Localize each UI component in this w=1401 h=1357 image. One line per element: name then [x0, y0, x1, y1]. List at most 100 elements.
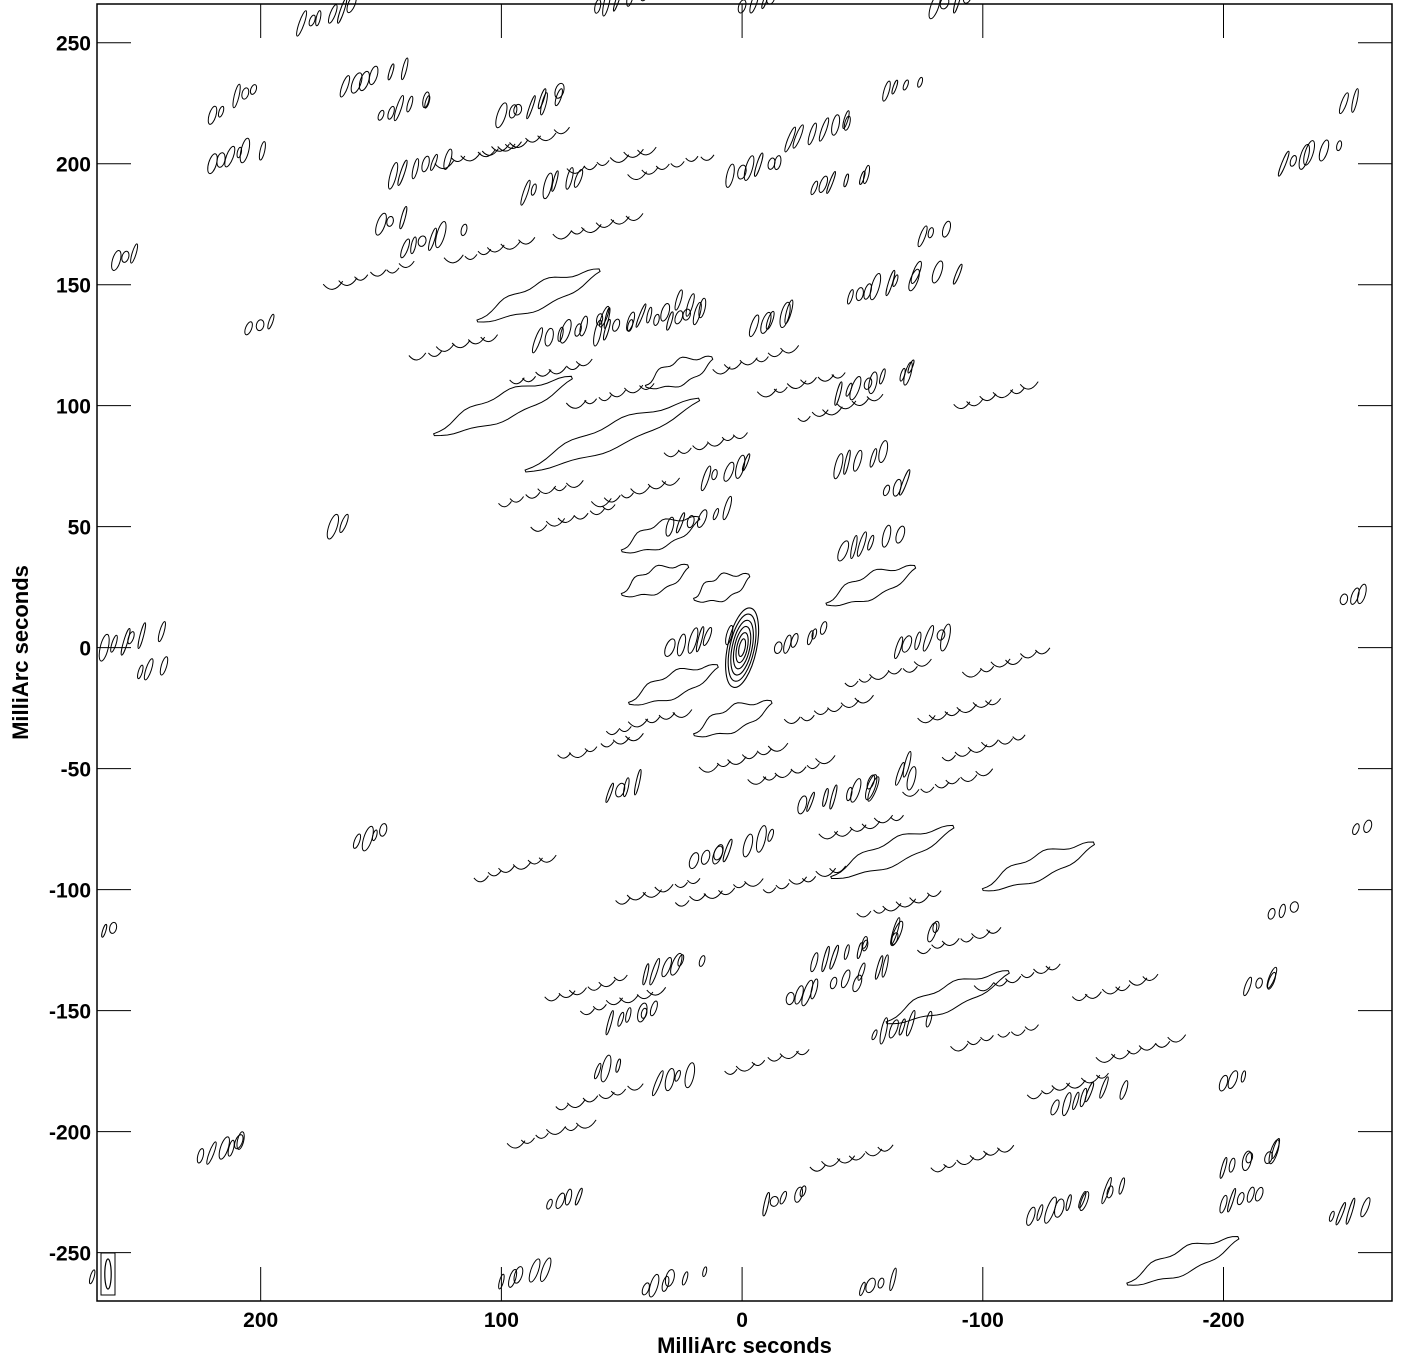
hook-contour — [917, 715, 936, 724]
hook-contour — [596, 160, 610, 166]
oval-contour — [869, 272, 882, 301]
oval-contour — [850, 778, 862, 803]
oval-contour — [1026, 1206, 1036, 1226]
oval-contour — [881, 954, 889, 978]
x-tick-label: 200 — [243, 1309, 278, 1332]
hook-contour — [623, 148, 644, 158]
hook-contour — [1128, 977, 1148, 986]
hook-contour — [815, 867, 837, 877]
hook-contour — [619, 994, 639, 1004]
oval-contour — [234, 1134, 244, 1150]
oval-contour — [799, 1185, 807, 1198]
oval-contour — [723, 461, 735, 482]
hook-contour — [579, 1008, 595, 1016]
hook-contour — [809, 1164, 827, 1172]
hook-contour — [566, 165, 586, 174]
oval-contour — [661, 1275, 670, 1292]
hook-contour — [756, 388, 778, 398]
oval-contour — [754, 152, 764, 177]
oval-contour — [698, 955, 706, 967]
oval-contour — [241, 87, 250, 100]
hook-contour — [598, 979, 616, 988]
oval-contour — [811, 628, 818, 640]
oval-contour — [865, 774, 878, 801]
hook-contour — [480, 334, 499, 343]
oval-contour — [927, 227, 934, 239]
oval-contour — [648, 1273, 660, 1298]
hook-contour — [658, 712, 676, 720]
hook-contour — [566, 363, 581, 370]
oval-contour — [902, 750, 912, 778]
oval-contour — [907, 359, 915, 374]
hook-contour — [928, 711, 949, 721]
oval-contour — [722, 838, 733, 863]
oval-contour — [1363, 819, 1373, 833]
hook-contour — [575, 358, 593, 367]
oval-contour — [428, 227, 437, 251]
hook-contour — [913, 658, 932, 667]
oval-contour — [1079, 1191, 1090, 1212]
oval-contour — [855, 287, 864, 302]
oval-contour — [779, 301, 791, 329]
oval-contour — [539, 1257, 552, 1282]
oval-contour — [296, 10, 308, 37]
oval-contour — [375, 212, 387, 236]
hook-contour — [692, 443, 709, 451]
hook-contour — [548, 366, 567, 375]
oval-contour — [495, 102, 508, 129]
hook-contour — [552, 231, 572, 240]
hook-contour — [512, 861, 532, 870]
core-contour — [735, 632, 749, 664]
oval-contour — [871, 1029, 878, 1041]
oval-contour — [1079, 1087, 1088, 1108]
hook-contour — [755, 356, 769, 363]
hook-contour — [993, 980, 1008, 987]
oval-contour — [866, 774, 876, 790]
oval-contour — [856, 531, 867, 557]
oval-contour — [508, 1268, 518, 1288]
hook-contour — [990, 658, 1011, 668]
beam-ellipse — [104, 1258, 112, 1290]
oval-contour — [602, 0, 612, 17]
oval-contour — [807, 122, 817, 146]
hook-contour — [800, 714, 815, 722]
hook-contour — [592, 1004, 607, 1011]
oval-contour — [843, 173, 849, 188]
oval-contour — [352, 833, 362, 849]
hook-contour — [598, 395, 612, 402]
oval-contour — [557, 326, 564, 342]
oval-contour — [925, 1010, 933, 1028]
oval-contour — [681, 1271, 689, 1286]
hook-contour — [1010, 1029, 1026, 1036]
hook-contour — [584, 746, 598, 753]
hook-contour — [587, 984, 602, 991]
hook-contour — [833, 828, 853, 837]
hook-contour — [869, 671, 890, 680]
hook-contour — [354, 274, 369, 281]
hook-contour — [625, 213, 644, 221]
hook-contour — [582, 1095, 599, 1103]
oval-contour — [843, 944, 850, 960]
oval-contour — [546, 1198, 553, 1210]
oval-contour — [1065, 1194, 1072, 1211]
oval-contour — [593, 319, 603, 347]
oval-contour — [1243, 976, 1253, 997]
hook-contour — [971, 930, 991, 939]
oval-contour — [1044, 1196, 1057, 1224]
hook-contour — [854, 694, 874, 704]
oval-contour — [1318, 139, 1330, 162]
hook-contour — [1111, 1050, 1131, 1060]
hook-contour — [956, 704, 977, 713]
hook-contour — [1084, 991, 1102, 999]
oval-contour — [1278, 903, 1286, 919]
streak-contour — [620, 563, 690, 598]
hook-contour — [1071, 994, 1088, 1001]
hook-contour — [762, 774, 778, 781]
hook-contour — [557, 515, 576, 523]
hook-contour — [645, 716, 661, 724]
hook-contour — [866, 393, 884, 402]
oval-contour — [224, 145, 236, 168]
oval-contour — [741, 453, 751, 472]
oval-contour — [326, 513, 340, 540]
